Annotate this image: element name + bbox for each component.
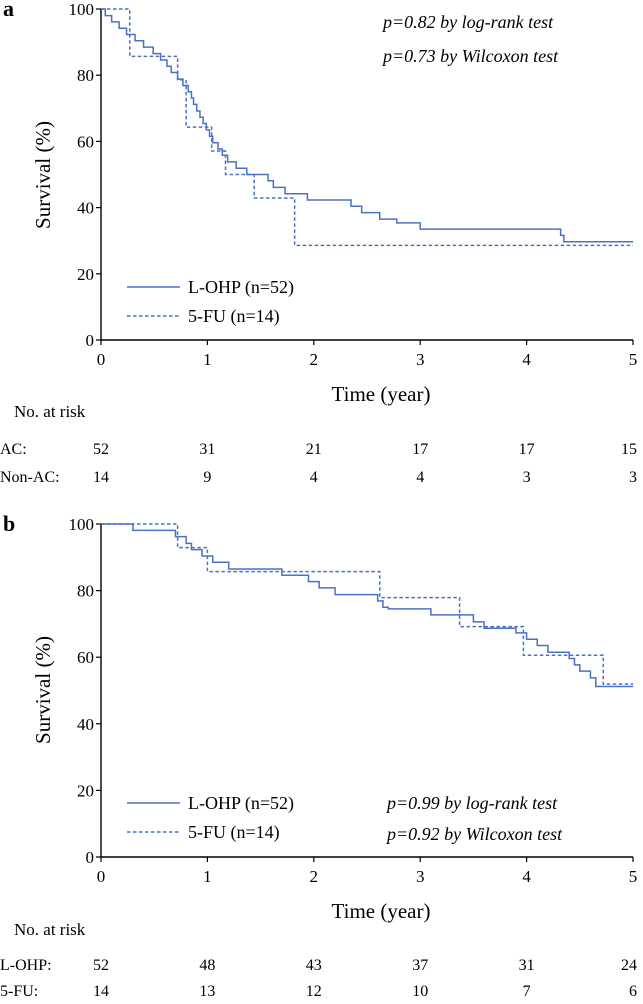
y-tick-label: 80 — [77, 582, 94, 601]
panel-a-legend-5fu: 5-FU (n=14) — [188, 306, 280, 327]
panel-a-curve-l-ohp — [101, 8, 633, 243]
panel-b-legend-l-ohp: L-OHP (n=52) — [188, 793, 294, 814]
at-risk-value: 10 — [412, 983, 428, 999]
panel-a: a p=0.82 by log-rank test p=0.73 by Wilc… — [0, 0, 637, 486]
x-tick-label: 5 — [629, 867, 638, 886]
x-tick-label: 2 — [310, 867, 319, 886]
panel-b-y-axis-title: Survival (%) — [31, 636, 55, 744]
x-tick-label: 1 — [203, 350, 212, 369]
panel-b-curve-5fu — [101, 523, 633, 685]
x-tick-label: 4 — [522, 350, 531, 369]
panel-a-at-risk-values: 52 31 21 17 17 15 14 9 4 4 3 3 — [93, 441, 637, 486]
at-risk-value: 31 — [519, 957, 535, 974]
at-risk-value: 4 — [310, 469, 318, 486]
panel-a-axes — [100, 9, 633, 341]
at-risk-value: 52 — [93, 957, 109, 974]
panel-b-at-risk-heading: No. at risk — [14, 920, 86, 939]
at-risk-value: 13 — [199, 983, 215, 999]
at-risk-value: 3 — [523, 469, 531, 486]
y-tick-label: 20 — [77, 265, 94, 284]
panel-a-y-ticks: 0 20 40 60 80 100 — [69, 0, 101, 350]
panel-b-legend-5fu: 5-FU (n=14) — [188, 822, 280, 843]
at-risk-value: 48 — [199, 957, 215, 974]
y-tick-label: 60 — [77, 132, 94, 151]
panel-b-axes — [100, 524, 633, 858]
y-tick-label: 100 — [69, 515, 95, 534]
panel-a-curve-5fu — [101, 8, 633, 247]
panel-a-at-risk-row-label: AC: — [0, 441, 27, 458]
panel-b-at-risk-row-label: L-OHP: — [0, 957, 52, 974]
at-risk-value: 14 — [93, 983, 109, 999]
x-tick-label: 1 — [203, 867, 212, 886]
panel-b-wilcoxon-annotation: p=0.92 by Wilcoxon test — [385, 824, 563, 844]
panel-a-legend: L-OHP (n=52) 5-FU (n=14) — [127, 277, 294, 327]
x-tick-label: 4 — [522, 867, 531, 886]
panel-b-curve-l-ohp — [101, 523, 633, 688]
at-risk-value: 12 — [306, 983, 322, 999]
panel-a-label: a — [3, 0, 14, 21]
panel-b-at-risk-table: No. at risk L-OHP: 5-FU: 52 48 43 37 31 24 14 1… — [0, 920, 637, 1000]
at-risk-value: 17 — [412, 441, 428, 458]
panel-b-x-ticks: 0 1 2 3 4 5 — [97, 857, 638, 886]
panel-b-logrank-annotation: p=0.99 by log-rank test — [385, 793, 558, 813]
panel-a-legend-l-ohp: L-OHP (n=52) — [188, 277, 294, 298]
y-tick-label: 0 — [86, 331, 95, 350]
at-risk-value: 3 — [629, 469, 637, 486]
panel-b-x-axis-title: Time (year) — [332, 899, 431, 923]
panel-b-legend: L-OHP (n=52) 5-FU (n=14) — [127, 793, 294, 843]
x-tick-label: 3 — [416, 867, 425, 886]
x-tick-label: 3 — [416, 350, 425, 369]
y-tick-label: 80 — [77, 66, 94, 85]
panel-a-wilcoxon-annotation: p=0.73 by Wilcoxon test — [381, 46, 559, 66]
y-tick-label: 60 — [77, 648, 94, 667]
at-risk-value: 24 — [621, 957, 637, 974]
at-risk-value: 4 — [416, 469, 424, 486]
at-risk-value: 9 — [203, 469, 211, 486]
x-tick-label: 2 — [310, 350, 319, 369]
at-risk-value: 17 — [519, 441, 535, 458]
at-risk-value: 21 — [306, 441, 322, 458]
at-risk-value: 6 — [629, 983, 637, 999]
panel-b-label: b — [3, 511, 15, 536]
y-tick-label: 40 — [77, 199, 94, 218]
y-tick-label: 20 — [77, 781, 94, 800]
at-risk-value: 43 — [306, 957, 322, 974]
at-risk-value: 31 — [199, 441, 215, 458]
y-tick-label: 40 — [77, 715, 94, 734]
panel-b-at-risk-values: 52 48 43 37 31 24 14 13 12 10 7 6 — [93, 957, 637, 1000]
x-tick-label: 0 — [97, 350, 106, 369]
y-tick-label: 0 — [86, 848, 95, 867]
at-risk-value: 7 — [523, 983, 531, 999]
y-tick-label: 100 — [69, 0, 95, 19]
panel-b-y-ticks: 0 20 40 60 80 100 — [69, 515, 101, 867]
panel-a-x-ticks: 0 1 2 3 4 5 — [97, 340, 638, 369]
at-risk-value: 14 — [93, 469, 109, 486]
panel-a-logrank-annotation: p=0.82 by log-rank test — [381, 12, 554, 32]
panel-b-at-risk-row-label: 5-FU: — [0, 983, 38, 999]
at-risk-value: 37 — [412, 957, 428, 974]
panel-a-at-risk-row-label: Non-AC: — [0, 469, 60, 486]
panel-a-at-risk-table: No. at risk AC: Non-AC: 52 31 21 17 17 15 14 9 4… — [0, 402, 637, 486]
x-tick-label: 5 — [629, 350, 638, 369]
at-risk-value: 52 — [93, 441, 109, 458]
panel-a-at-risk-heading: No. at risk — [14, 402, 86, 421]
panel-a-y-axis-title: Survival (%) — [31, 121, 55, 229]
at-risk-value: 15 — [621, 441, 637, 458]
panel-a-x-axis-title: Time (year) — [332, 382, 431, 406]
x-tick-label: 0 — [97, 867, 106, 886]
